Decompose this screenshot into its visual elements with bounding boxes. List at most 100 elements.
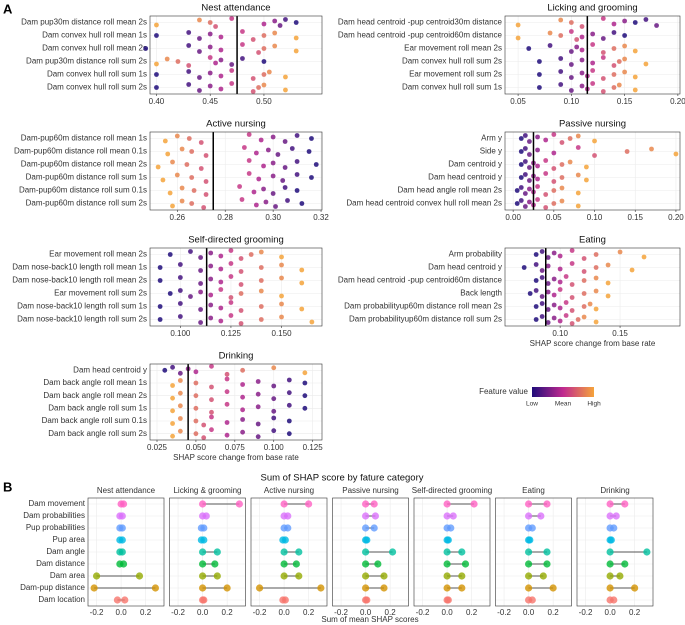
swarm-point (581, 269, 587, 274)
swarm-point (557, 287, 563, 292)
swarm-point (575, 145, 581, 150)
plot-border (576, 497, 654, 607)
swarm-point (167, 291, 173, 296)
plot-border (149, 363, 323, 441)
swarm-point (293, 20, 299, 25)
swarm-point (611, 72, 617, 77)
swarm-point (193, 418, 199, 424)
range-point (539, 572, 547, 580)
swarm-point (256, 50, 261, 55)
plot-background (150, 16, 322, 94)
x-tick-label: 0.0 (279, 608, 291, 617)
range-point (119, 500, 128, 508)
swarm-point (600, 36, 606, 41)
x-tick-label: 0.100 (170, 329, 191, 338)
y-tick-label: Pup area (53, 535, 86, 544)
swarm-point (294, 133, 300, 138)
y-tick-label: Dam back angle roll sum 2s (48, 429, 147, 438)
swarm-point (228, 248, 234, 253)
swarm-point (551, 188, 557, 193)
swarm-point (622, 33, 628, 38)
range-point (528, 524, 536, 532)
x-tick-label: 0.10 (552, 329, 568, 338)
range-point (443, 500, 451, 508)
swarm-point (179, 198, 185, 204)
swarm-point (575, 172, 581, 178)
swarm-point (632, 74, 638, 80)
range-point (118, 536, 126, 544)
swarm-point (266, 69, 272, 75)
swarm-point (581, 314, 587, 320)
range-point (543, 560, 551, 568)
swarm-point (218, 318, 224, 324)
x-tick-label: 0.05 (546, 213, 562, 222)
swarm-point (522, 133, 528, 138)
swarm-point (208, 263, 214, 269)
swarm-point (535, 176, 540, 182)
swarm-point (167, 252, 173, 257)
swarm-point (569, 308, 575, 313)
range-point (361, 584, 370, 592)
swarm-point (228, 300, 234, 305)
swarm-point (302, 380, 308, 386)
swarm-point (590, 68, 596, 73)
swarm-point (535, 147, 540, 153)
swarm-point (201, 422, 207, 428)
swarm-point (188, 294, 193, 299)
x-tick-label: -0.2 (579, 608, 593, 617)
swarm-point (184, 162, 190, 167)
legend-label: Mean (555, 401, 572, 408)
swarm-point (514, 201, 520, 206)
y-tick-label: Arm probability (449, 250, 502, 259)
swarm-point (186, 136, 192, 141)
y-tick-label: Dam-pup60m distance roll sum 1s (26, 173, 147, 182)
swarm-point (551, 315, 557, 321)
swarm-point (593, 265, 599, 270)
swarm-point (302, 393, 308, 399)
range-point (524, 548, 533, 556)
range-point (631, 584, 639, 592)
swarm-point (188, 249, 193, 254)
range-point (151, 584, 160, 592)
range-point (295, 548, 303, 556)
swarm-point (537, 59, 542, 64)
swarm-point (275, 152, 281, 157)
range-point (443, 572, 451, 580)
x-tick-label: 0.50 (256, 97, 272, 106)
swarm-point (575, 133, 581, 139)
swarm-point (258, 265, 264, 270)
range-point (606, 560, 614, 568)
range-point (621, 500, 629, 508)
x-tick-label: 0.0 (442, 608, 454, 617)
swarm-point (261, 186, 266, 192)
swarm-point (228, 261, 234, 266)
swarm-point (283, 74, 288, 80)
swarm-point (543, 158, 549, 163)
swarm-point (537, 85, 542, 90)
swarm-point (258, 249, 264, 255)
swarm-point (283, 87, 288, 93)
range-point (281, 596, 289, 604)
swarm-point (581, 278, 587, 283)
swarm-point (632, 87, 638, 93)
swarm-point (228, 295, 234, 300)
swarm-point (279, 254, 284, 260)
range-point (200, 596, 208, 604)
swarm-point (271, 415, 277, 421)
y-tick-label: Dam-pup60m distance roll mean 0.1s (14, 147, 147, 156)
swarm-point (293, 35, 299, 41)
swarm-point (207, 55, 213, 60)
swarm-point (240, 417, 246, 422)
swarm-point (279, 314, 284, 320)
plot-background (150, 132, 322, 210)
plot-border (413, 497, 491, 607)
range-point (361, 500, 370, 508)
plot-border (504, 247, 681, 327)
range-point (118, 524, 126, 532)
swarm-point (238, 256, 244, 261)
x-axis-label: SHAP score change from base rate (173, 453, 299, 462)
range-point (284, 524, 292, 532)
swarm-point (193, 369, 199, 375)
swarm-point (600, 89, 606, 94)
range-point (524, 512, 533, 520)
